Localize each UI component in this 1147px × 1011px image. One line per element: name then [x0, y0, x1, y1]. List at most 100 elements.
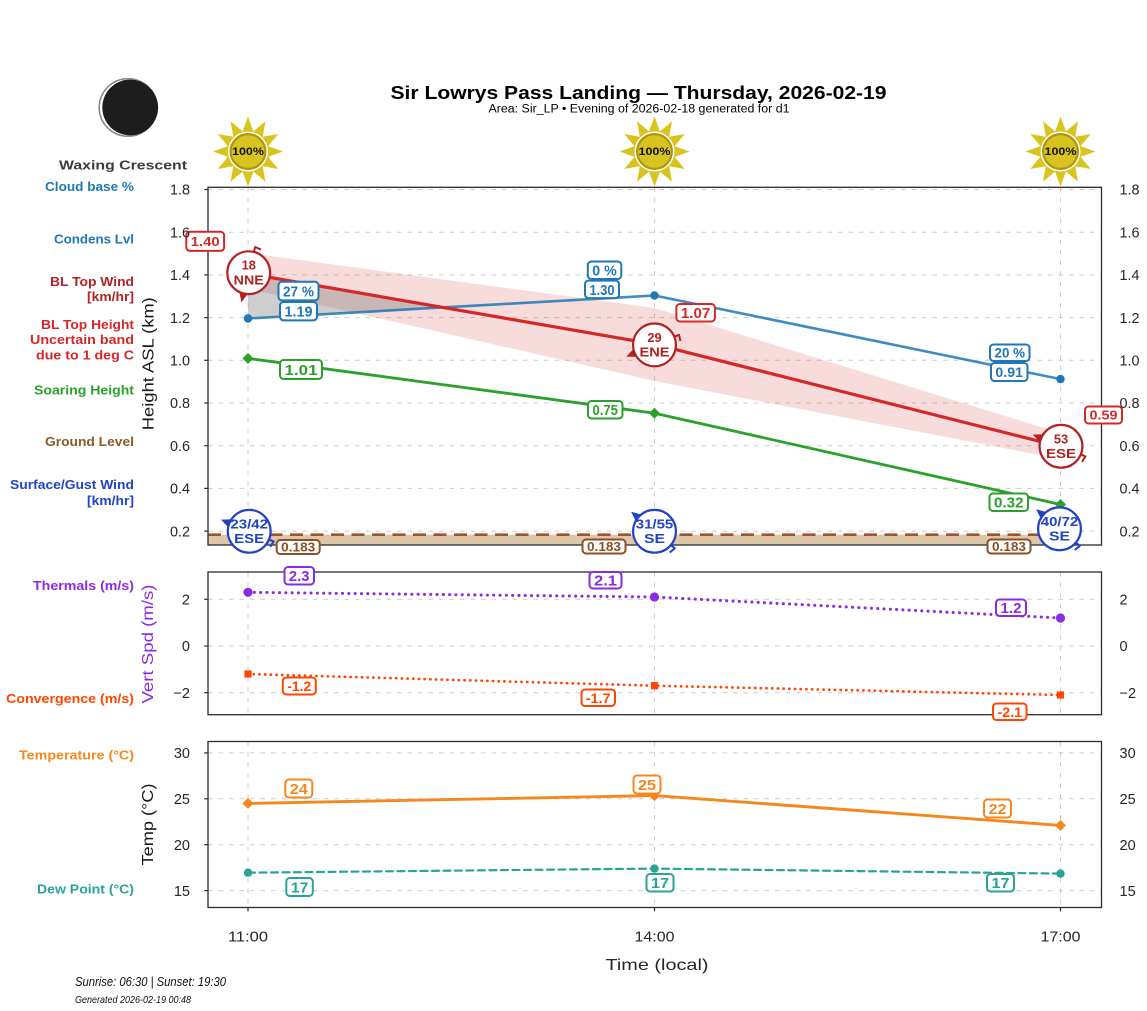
svg-text:−2: −2 — [173, 686, 190, 702]
svg-text:25: 25 — [1120, 792, 1136, 808]
svg-text:ESE: ESE — [1046, 446, 1077, 461]
svg-text:31/55: 31/55 — [636, 516, 674, 531]
svg-text:Cloud base %: Cloud base % — [45, 180, 134, 194]
svg-text:1.8: 1.8 — [1120, 183, 1140, 199]
svg-text:20: 20 — [1120, 838, 1136, 854]
svg-text:2.3: 2.3 — [289, 569, 310, 585]
svg-text:0.4: 0.4 — [170, 482, 190, 498]
svg-text:[km/hr]: [km/hr] — [87, 290, 134, 304]
svg-text:Height ASL (km): Height ASL (km) — [141, 297, 158, 430]
svg-text:30: 30 — [1120, 746, 1136, 762]
svg-text:0.8: 0.8 — [1120, 396, 1140, 412]
svg-text:20: 20 — [174, 838, 190, 854]
svg-text:27 %: 27 % — [283, 284, 314, 301]
svg-text:2: 2 — [1120, 593, 1128, 609]
svg-text:Uncertain band: Uncertain band — [30, 333, 134, 347]
svg-text:Temperature (°C): Temperature (°C) — [19, 749, 134, 763]
svg-text:1.40: 1.40 — [191, 234, 220, 249]
svg-text:1.0: 1.0 — [170, 354, 190, 370]
svg-text:0.8: 0.8 — [170, 396, 190, 412]
svg-text:1.01: 1.01 — [285, 362, 318, 379]
svg-text:due to 1 deg C: due to 1 deg C — [36, 349, 134, 363]
svg-text:[km/hr]: [km/hr] — [87, 494, 134, 508]
svg-text:22: 22 — [989, 801, 1007, 818]
svg-text:0.183: 0.183 — [281, 540, 315, 555]
svg-text:17: 17 — [291, 879, 309, 896]
svg-text:NNE: NNE — [234, 273, 265, 288]
svg-text:Time (local): Time (local) — [606, 957, 709, 974]
svg-text:1.2: 1.2 — [1120, 311, 1140, 327]
svg-text:0.6: 0.6 — [1120, 439, 1140, 455]
svg-text:0.4: 0.4 — [1120, 482, 1140, 498]
svg-text:17:00: 17:00 — [1041, 929, 1081, 946]
svg-text:Sunrise: 06:30 | Sunset: 19:30: Sunrise: 06:30 | Sunset: 19:30 — [75, 975, 226, 989]
svg-text:Soaring Height: Soaring Height — [34, 384, 135, 398]
svg-text:1.30: 1.30 — [590, 282, 615, 299]
svg-text:1.8: 1.8 — [170, 183, 190, 199]
svg-text:Thermals (m/s): Thermals (m/s) — [33, 579, 134, 593]
svg-text:0.183: 0.183 — [587, 539, 621, 554]
svg-text:1.6: 1.6 — [170, 225, 190, 241]
svg-text:2.1: 2.1 — [594, 574, 617, 590]
svg-text:Surface/Gust Wind: Surface/Gust Wind — [10, 478, 134, 492]
svg-text:11:00: 11:00 — [228, 929, 268, 946]
svg-text:1.2: 1.2 — [1001, 601, 1022, 617]
svg-text:100%: 100% — [639, 146, 671, 158]
svg-text:-2.1: -2.1 — [998, 704, 1023, 720]
svg-text:BL Top Height: BL Top Height — [41, 318, 135, 332]
svg-text:Sir Lowrys Pass Landing — Thur: Sir Lowrys Pass Landing — Thursday, 2026… — [391, 83, 887, 103]
svg-text:Ground Level: Ground Level — [45, 435, 134, 449]
svg-text:20 %: 20 % — [995, 346, 1026, 361]
svg-text:0 %: 0 % — [592, 263, 617, 280]
svg-text:0: 0 — [182, 639, 190, 655]
svg-text:0.6: 0.6 — [170, 439, 190, 455]
svg-text:100%: 100% — [232, 146, 264, 158]
svg-text:100%: 100% — [1045, 146, 1077, 158]
svg-text:SE: SE — [1049, 529, 1071, 544]
svg-text:−2: −2 — [1120, 686, 1137, 702]
svg-text:29: 29 — [647, 330, 661, 345]
svg-text:23/42: 23/42 — [230, 516, 268, 531]
svg-text:0.59: 0.59 — [1090, 409, 1118, 423]
svg-text:1.07: 1.07 — [681, 305, 711, 322]
svg-text:25: 25 — [638, 777, 656, 794]
svg-text:17: 17 — [651, 875, 669, 892]
svg-text:SE: SE — [644, 531, 666, 546]
svg-text:14:00: 14:00 — [635, 929, 675, 946]
svg-text:40/72: 40/72 — [1041, 514, 1079, 529]
svg-text:15: 15 — [174, 884, 190, 900]
svg-text:0.2: 0.2 — [170, 524, 190, 540]
svg-text:-1.2: -1.2 — [287, 678, 311, 694]
svg-text:0.183: 0.183 — [992, 539, 1026, 554]
svg-text:25: 25 — [174, 792, 190, 808]
svg-text:Vert Spd (m/s): Vert Spd (m/s) — [140, 585, 157, 704]
svg-text:ESE: ESE — [234, 531, 265, 546]
svg-text:17: 17 — [992, 875, 1010, 892]
svg-text:1.4: 1.4 — [170, 268, 190, 284]
svg-text:ENE: ENE — [640, 345, 671, 360]
svg-text:0: 0 — [1120, 639, 1128, 655]
svg-text:0.75: 0.75 — [592, 402, 618, 419]
svg-text:Condens Lvl: Condens Lvl — [54, 232, 134, 246]
svg-text:BL Top Wind: BL Top Wind — [50, 275, 134, 289]
svg-text:Area: Sir_LP • Evening of 2026: Area: Sir_LP • Evening of 2026-02-18 gen… — [489, 104, 790, 116]
svg-text:1.2: 1.2 — [170, 311, 190, 327]
svg-text:-1.7: -1.7 — [586, 690, 611, 706]
svg-text:Temp (°C): Temp (°C) — [140, 784, 157, 866]
svg-text:Convergence (m/s): Convergence (m/s) — [6, 692, 134, 706]
svg-text:Dew Point (°C): Dew Point (°C) — [37, 883, 134, 897]
svg-text:24: 24 — [290, 781, 309, 798]
svg-text:0.2: 0.2 — [1120, 524, 1140, 540]
svg-text:18: 18 — [242, 258, 256, 273]
svg-text:2: 2 — [182, 593, 190, 609]
svg-text:1.0: 1.0 — [1120, 354, 1140, 370]
svg-text:Generated 2026-02-19 00:48: Generated 2026-02-19 00:48 — [75, 994, 191, 1006]
svg-text:0.32: 0.32 — [994, 495, 1024, 512]
svg-text:1.4: 1.4 — [1120, 268, 1140, 284]
svg-text:0.91: 0.91 — [995, 364, 1023, 380]
svg-text:15: 15 — [1120, 884, 1136, 900]
svg-text:30: 30 — [174, 746, 190, 762]
svg-text:1.19: 1.19 — [285, 304, 313, 321]
svg-text:53: 53 — [1054, 431, 1068, 446]
svg-text:Waxing Crescent: Waxing Crescent — [59, 159, 188, 173]
